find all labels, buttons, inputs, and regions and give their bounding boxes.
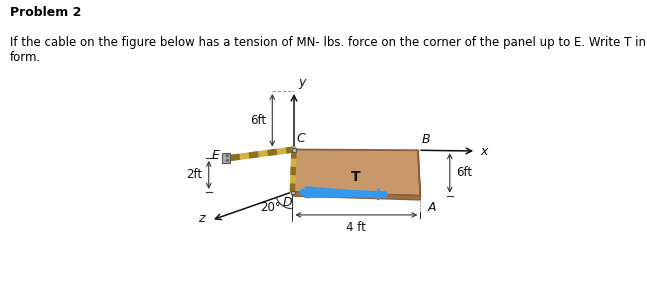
Circle shape	[226, 155, 228, 157]
Text: 2ft: 2ft	[186, 168, 203, 181]
Text: If the cable on the figure below has a tension of MN- lbs. force on the corner o: If the cable on the figure below has a t…	[10, 36, 647, 64]
Circle shape	[226, 159, 228, 161]
Polygon shape	[292, 192, 421, 200]
Text: 6ft: 6ft	[456, 166, 472, 179]
Text: T: T	[351, 170, 360, 184]
Text: z: z	[199, 212, 205, 225]
Text: A: A	[428, 201, 437, 214]
Polygon shape	[292, 149, 421, 196]
Text: D: D	[283, 196, 292, 209]
Text: B: B	[422, 133, 430, 146]
Bar	[222, 153, 230, 163]
Bar	[291, 191, 294, 194]
Text: C: C	[296, 132, 305, 145]
Bar	[292, 148, 296, 152]
Text: y: y	[298, 76, 305, 89]
Text: 20°: 20°	[260, 201, 281, 214]
Text: Problem 2: Problem 2	[10, 6, 81, 19]
Polygon shape	[418, 150, 421, 200]
Text: E: E	[212, 149, 219, 162]
Text: x: x	[481, 144, 488, 157]
Text: 6ft: 6ft	[250, 114, 266, 127]
Text: 4 ft: 4 ft	[346, 221, 366, 234]
